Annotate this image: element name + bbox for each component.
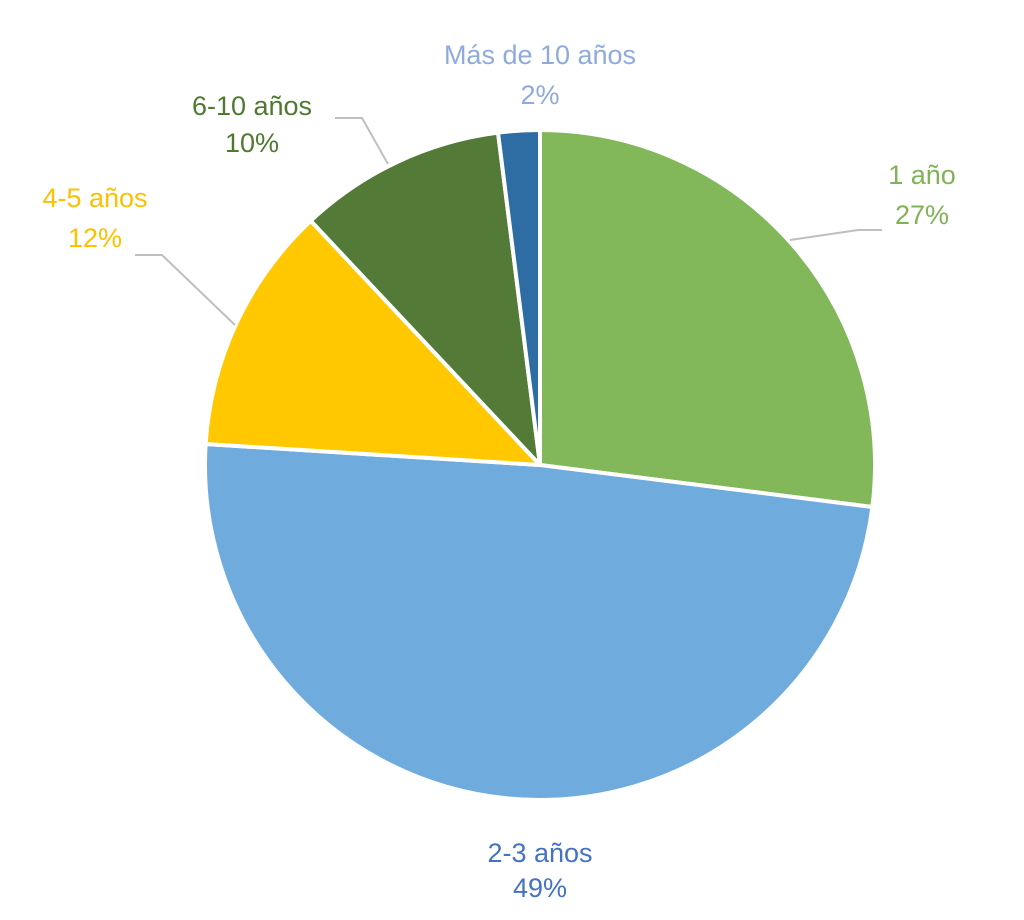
leader-line bbox=[335, 117, 389, 165]
pie-slice bbox=[538, 128, 877, 509]
value-label: 10% bbox=[225, 128, 279, 158]
leader-line bbox=[789, 229, 882, 241]
value-label: 27% bbox=[895, 200, 949, 230]
leader-line bbox=[135, 254, 236, 326]
slice-label: 2-3 años bbox=[487, 838, 592, 868]
pie-slice bbox=[203, 441, 875, 802]
slice-label: 4-5 años bbox=[42, 183, 147, 213]
value-label: 2% bbox=[520, 80, 559, 110]
slice-label: 6-10 años bbox=[192, 91, 312, 121]
pie-slice bbox=[496, 128, 542, 467]
value-label: 12% bbox=[68, 223, 122, 253]
slice-label: 1 año bbox=[888, 160, 956, 190]
slice-label: Más de 10 años bbox=[444, 40, 636, 70]
pie-slice bbox=[308, 130, 542, 467]
pie-slice bbox=[203, 218, 542, 467]
value-label: 49% bbox=[513, 873, 567, 903]
